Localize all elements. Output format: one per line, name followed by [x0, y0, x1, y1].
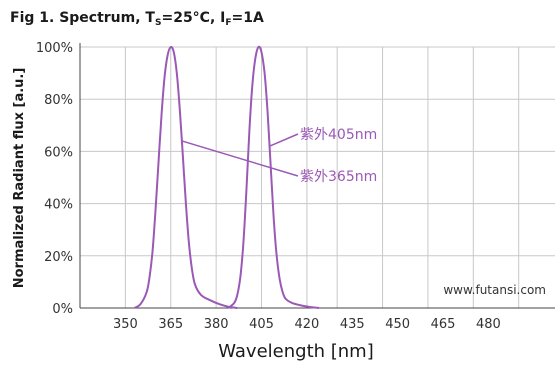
- series-line-2: [227, 45, 320, 309]
- y-tick-label: 0%: [52, 302, 73, 317]
- x-tick-label: 420: [294, 317, 319, 332]
- series-line-1: [133, 45, 238, 309]
- annotation-label: 紫外405nm: [300, 127, 377, 143]
- y-tick-label: 60%: [44, 145, 73, 160]
- x-tick-label: 405: [249, 317, 274, 332]
- series-layer: [133, 45, 320, 309]
- y-tick-label: 20%: [44, 250, 73, 265]
- annotation-label: 紫外365nm: [300, 169, 377, 185]
- annotation-leader: [269, 133, 299, 147]
- watermark: www.futansi.com: [443, 283, 546, 297]
- x-tick-label: 350: [113, 317, 138, 332]
- x-tick-label: 365: [158, 317, 183, 332]
- y-tick-label: 40%: [44, 198, 73, 213]
- x-tick-label: 380: [204, 317, 229, 332]
- chart-title: Fig 1. Spectrum, TS=25°C, IF=1A: [10, 10, 264, 28]
- x-tick-label: 465: [431, 317, 456, 332]
- annotations: 紫外405nm 紫外365nm: [181, 127, 377, 185]
- y-tick-label: 100%: [36, 41, 73, 56]
- x-axis-label: Wavelength [nm]: [218, 341, 374, 362]
- x-tick-label: 435: [340, 317, 365, 332]
- tick-labels: 0% 20% 40% 60% 80% 100% 350 365 380 405 420 435 450 4…: [36, 41, 501, 332]
- y-tick-label: 80%: [44, 93, 73, 108]
- x-tick-label: 480: [476, 317, 501, 332]
- x-tick-label: 450: [385, 317, 410, 332]
- y-axis-label: Normalized Radiant flux [a.u.]: [12, 68, 27, 289]
- annotation-leader: [181, 140, 299, 177]
